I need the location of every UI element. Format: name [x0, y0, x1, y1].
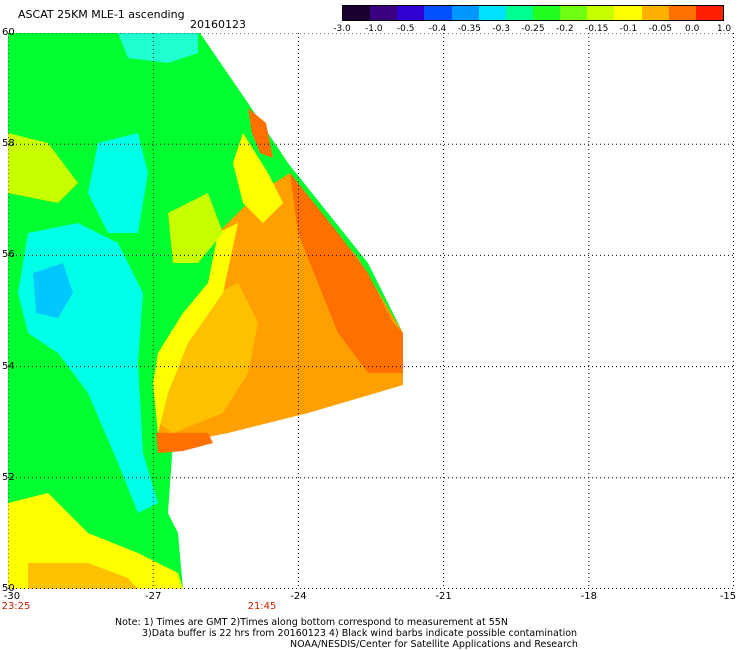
grid	[8, 33, 734, 589]
colorbar-segment	[370, 6, 398, 20]
colorbar-segment	[695, 6, 723, 20]
cyan-top	[118, 33, 198, 63]
lon-label: -30	[3, 591, 21, 602]
time-label: 23:25	[1, 601, 31, 612]
colorbar-segment	[532, 6, 561, 20]
dark-orange-ne	[248, 108, 273, 158]
lat-label: 50	[2, 583, 15, 594]
lon-label: -18	[580, 591, 597, 602]
colorbar-label: 1.0	[716, 24, 732, 34]
swath-field	[8, 33, 403, 589]
note-line-2: 3)Data buffer is 22 hrs from 20160123 4)…	[142, 628, 578, 639]
yellow-west	[8, 133, 78, 203]
colorbar	[342, 5, 724, 21]
colorbar-label: -0.05	[648, 24, 672, 34]
colorbar-labels: -3.0 -1.0 -0.5 -0.4 -0.35 -0.3 -0.25 -0.2 -0.15-…	[333, 24, 731, 36]
dark-orange-east	[290, 173, 403, 373]
map-plot	[8, 33, 734, 589]
colorbar-label: 0.0	[684, 24, 700, 34]
lat-label: 58	[2, 138, 15, 150]
colorbar-label: -0.3	[492, 24, 510, 34]
lon-label: -24	[290, 591, 307, 602]
lat-label: 54	[2, 360, 15, 372]
note-line-3: NOAA/NESDIS/Center for Satellite Applica…	[290, 639, 578, 650]
colorbar-segment	[343, 6, 371, 20]
lat-label: 52	[2, 471, 15, 483]
lon-label: -15	[719, 591, 737, 602]
lon-label: -27	[145, 591, 162, 602]
colorbar-label: -0.4	[428, 24, 447, 34]
orange-sw	[28, 563, 138, 589]
colorbar-label: -0.1	[619, 24, 638, 34]
colorbar-segment	[668, 6, 696, 20]
blue-spot	[33, 263, 73, 318]
orange-south-tongue	[156, 433, 213, 453]
yellow-band	[153, 223, 238, 433]
colorbar-label: -0.5	[396, 24, 415, 34]
colorbar-label: -0.2	[556, 24, 574, 34]
colorbar-label: -3.0	[333, 24, 351, 34]
colorbar-segment	[641, 6, 669, 20]
colorbar-segment	[478, 6, 506, 20]
map-title: ASCAT 25KM MLE-1 ascending	[18, 8, 185, 21]
colorbar-segment	[560, 6, 588, 20]
colorbar-segment	[505, 6, 533, 20]
colorbar-label: -0.15	[585, 24, 609, 34]
cyan-north	[88, 133, 148, 233]
colorbar-segment	[587, 6, 615, 20]
yellow-mid	[168, 193, 223, 263]
colorbar-label: -0.35	[457, 24, 481, 34]
colorbar-label: -0.25	[521, 24, 545, 34]
colorbar-segment	[397, 6, 425, 20]
light-orange-west	[158, 283, 258, 433]
map-date: 20160123	[190, 18, 246, 31]
note-line-1: Note: 1) Times are GMT 2)Times along bot…	[115, 617, 508, 628]
colorbar-segment	[614, 6, 642, 20]
lat-label: 60	[2, 27, 15, 38]
lon-label: -21	[435, 591, 452, 602]
colorbar-label: -1.0	[365, 24, 383, 34]
time-label: 21:45	[247, 601, 277, 612]
yellow-ne-band	[233, 133, 283, 223]
lat-label: 56	[2, 249, 15, 261]
colorbar-segment	[424, 6, 452, 20]
colorbar-segment	[451, 6, 479, 20]
